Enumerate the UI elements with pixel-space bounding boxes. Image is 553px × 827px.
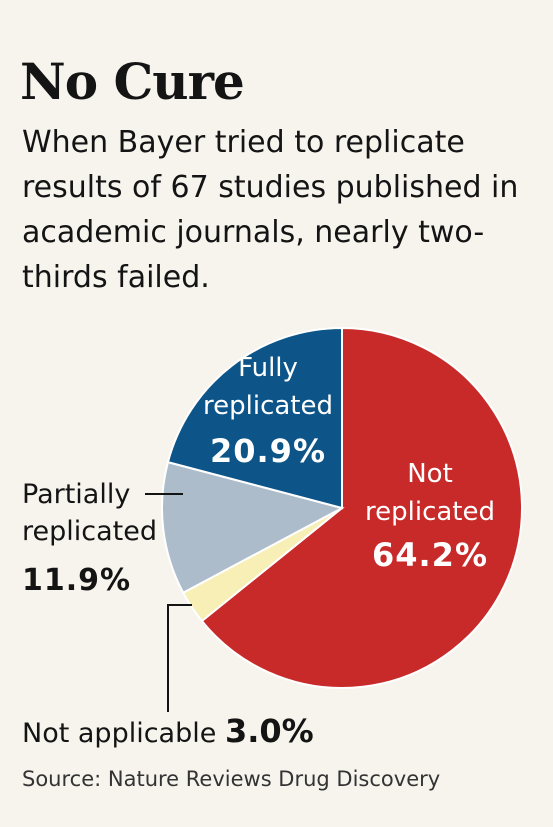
slice-label-1: Not applicable 3.0% <box>22 712 314 750</box>
slice-label-2-line-0: Partially <box>22 479 130 510</box>
slice-value-0: 64.2% <box>372 536 488 574</box>
pie-slice-2 <box>161 460 345 595</box>
slice-label-2-line-1: replicated <box>22 516 157 547</box>
pie-slice-0 <box>200 326 523 689</box>
source-note: Source: Nature Reviews Drug Discovery <box>22 767 441 791</box>
slice-value-2: 11.9% <box>22 563 131 598</box>
slice-value-3: 20.9% <box>210 432 326 470</box>
slice-label-0-line-1: replicated <box>365 497 495 527</box>
slice-label-3-line-1: replicated <box>203 391 333 421</box>
slice-value-1: 3.0% <box>225 712 314 750</box>
leader-line-not-applicable <box>167 604 192 712</box>
pie-slice-3 <box>166 326 343 510</box>
chart-title: No Cure <box>20 52 245 111</box>
chart-subtitle: When Bayer tried to replicate results of… <box>22 125 519 295</box>
slice-label-3-line-0: Fully <box>238 353 298 383</box>
slice-label-0-line-0: Not <box>407 459 453 489</box>
